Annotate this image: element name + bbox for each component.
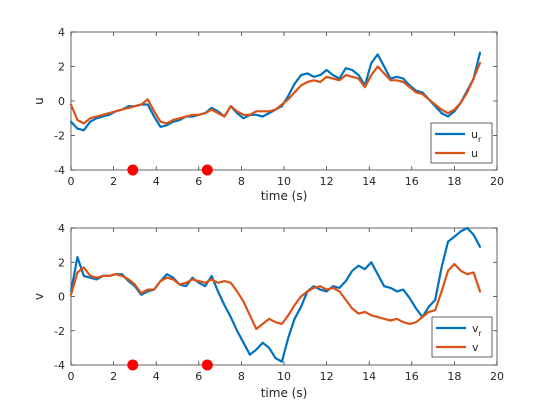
x-tick-label: 10 (277, 175, 291, 188)
x-tick-label: 10 (277, 370, 291, 383)
legend-label-subscript: r (479, 329, 483, 338)
series-line-u (69, 61, 482, 125)
y-tick-label: 4 (58, 26, 65, 39)
x-tick-label: 18 (447, 370, 461, 383)
x-tick-label: 0 (68, 370, 75, 383)
legend-box (431, 316, 493, 358)
x-tick-label: 2 (110, 175, 117, 188)
x-tick-label: 6 (195, 370, 202, 383)
x-tick-label: 16 (405, 175, 419, 188)
event-marker (201, 164, 213, 176)
x-tick-label: 2 (110, 370, 117, 383)
x-tick-label: 4 (153, 175, 160, 188)
legend-label-v: v (472, 341, 479, 354)
y-tick-label: 4 (58, 222, 65, 235)
legend-label-base: u (471, 128, 478, 141)
y-tick-label: 0 (58, 291, 65, 304)
legend-box (430, 122, 493, 164)
x-tick-label: 12 (320, 175, 334, 188)
x-tick-label: 14 (362, 370, 376, 383)
legend-label-base: u (471, 147, 478, 160)
x-axis-label: time (s) (261, 189, 308, 203)
legend-label-base: v (472, 341, 479, 354)
x-tick-label: 4 (153, 370, 160, 383)
x-tick-label: 6 (195, 175, 202, 188)
x-tick-label: 8 (238, 175, 245, 188)
y-tick-label: -2 (54, 130, 65, 143)
legend-label-subscript: r (478, 135, 482, 144)
x-tick-label: 8 (238, 370, 245, 383)
x-tick-label: 12 (320, 370, 334, 383)
y-tick-label: 2 (58, 61, 65, 74)
legend-label-u: u (471, 147, 478, 160)
legend-0: uru (430, 122, 493, 164)
x-axis-label: time (s) (261, 386, 308, 400)
legend-label-base: v (472, 322, 479, 335)
y-tick-label: 2 (58, 256, 65, 269)
x-tick-label: 0 (68, 175, 75, 188)
legend-label-u_r: ur (471, 128, 482, 144)
legend-1: vrv (431, 316, 493, 358)
x-tick-label: 20 (490, 175, 504, 188)
y-tick-label: -2 (54, 325, 65, 338)
x-tick-label: 14 (362, 175, 376, 188)
event-marker (127, 164, 139, 176)
x-tick-label: 18 (447, 175, 461, 188)
event-marker (201, 359, 213, 371)
y-axis-label: u (32, 97, 46, 105)
x-tick-label: 20 (490, 370, 504, 383)
legend-label-v_r: vr (472, 322, 483, 338)
y-tick-label: 0 (58, 95, 65, 108)
x-tick-label: 16 (405, 370, 419, 383)
series-line-v (69, 262, 482, 331)
y-axis-label: v (32, 293, 46, 300)
event-marker (127, 359, 139, 371)
y-tick-label: -4 (54, 164, 65, 177)
y-tick-label: -4 (54, 359, 65, 372)
